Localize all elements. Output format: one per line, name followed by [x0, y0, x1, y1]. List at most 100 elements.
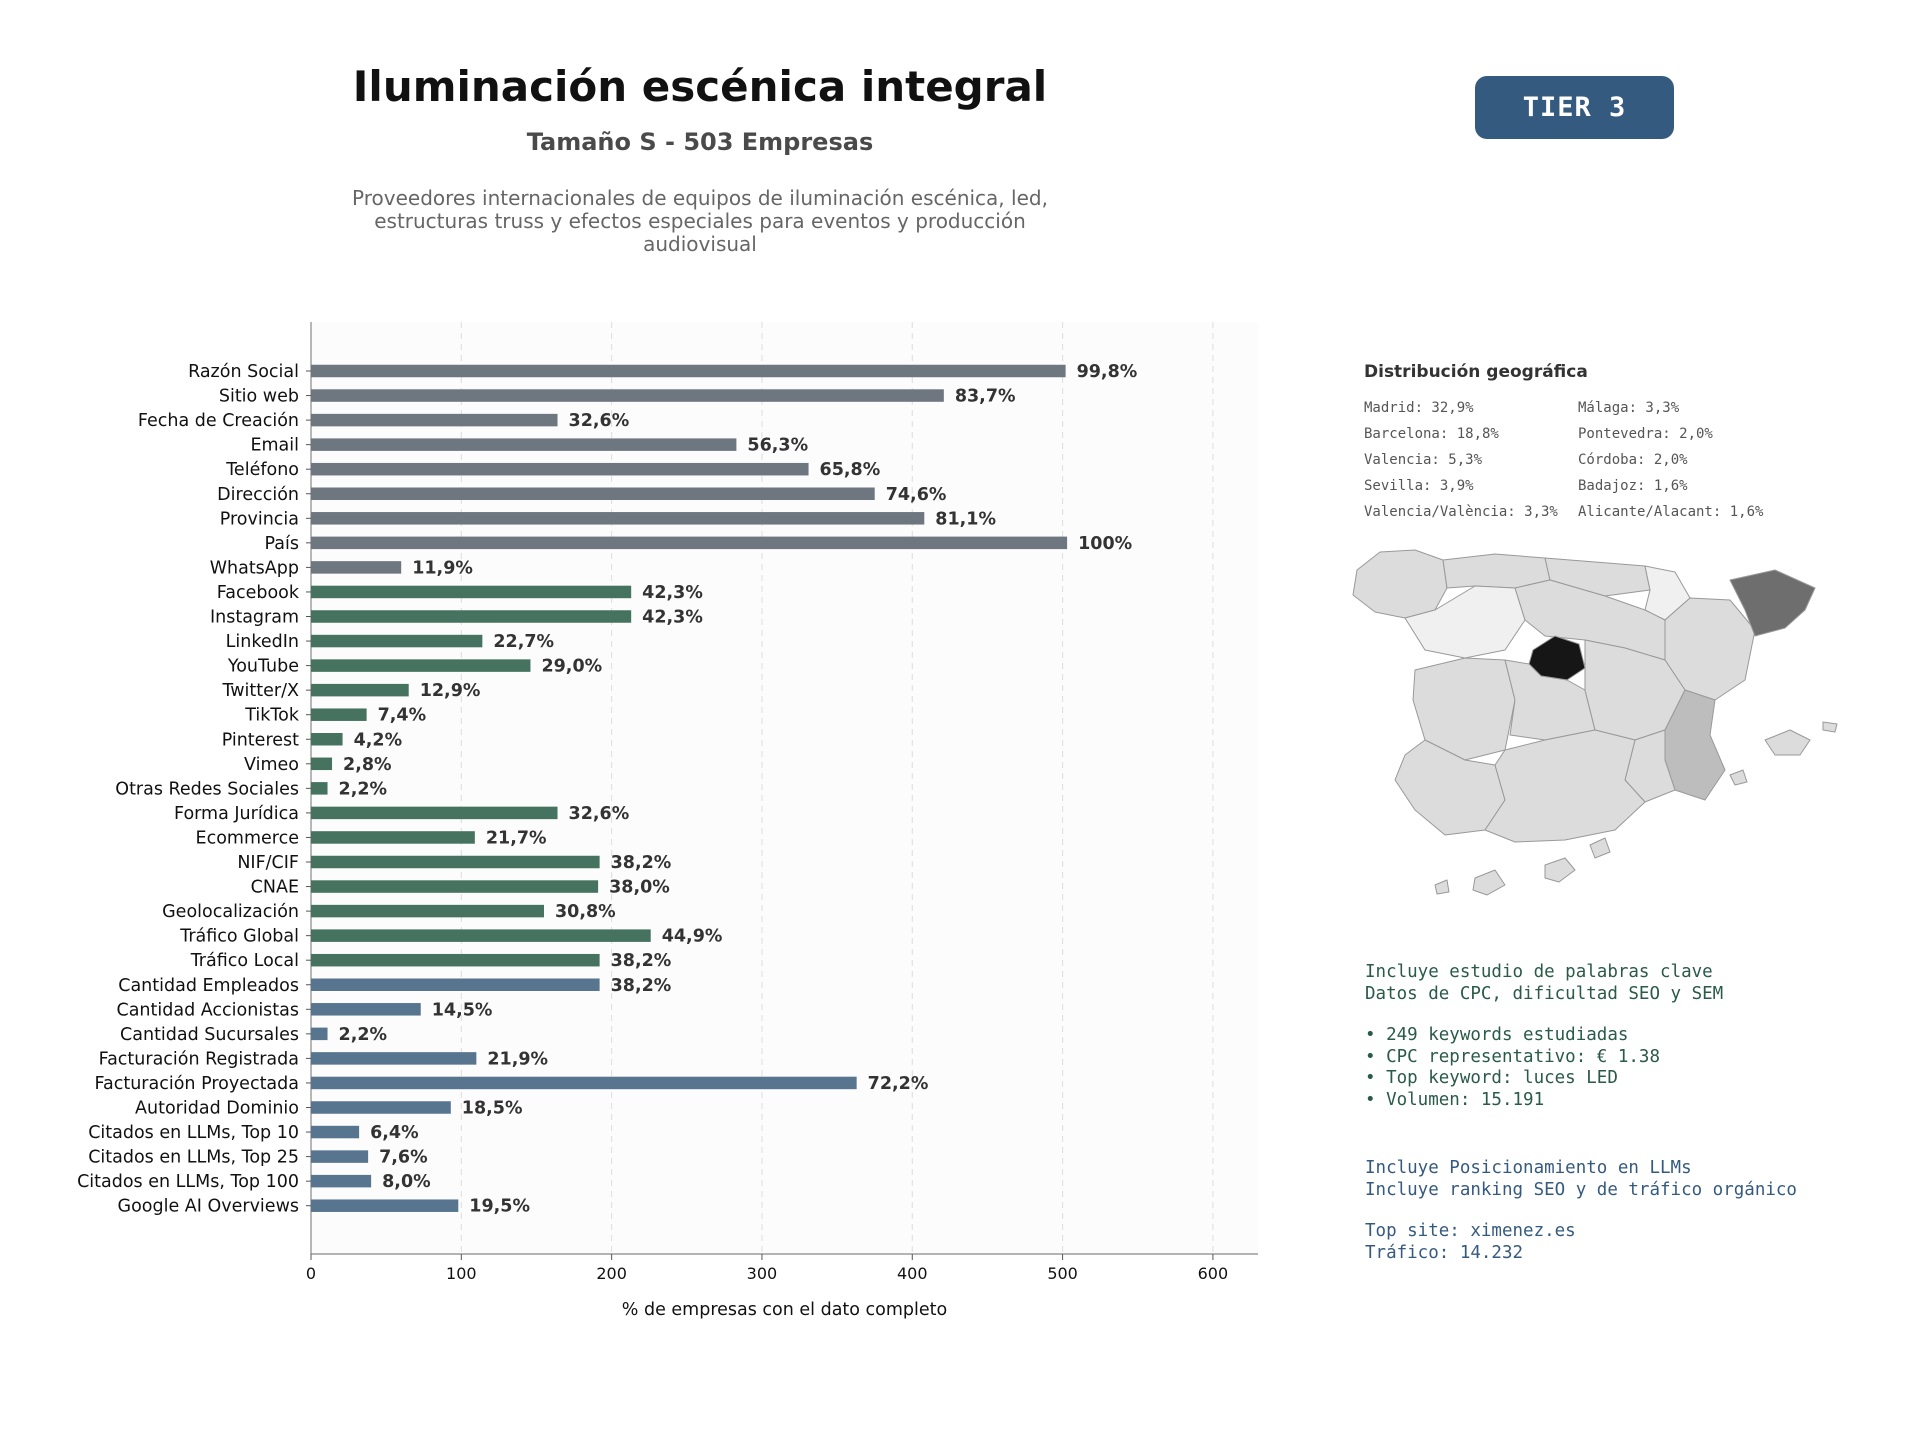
map-region-canarias-east: [1544, 857, 1576, 883]
data-label: 2,2%: [339, 779, 388, 799]
data-label: 32,6%: [569, 411, 630, 431]
map-region-asturias: [1442, 553, 1551, 589]
x-tick-label: 200: [596, 1264, 627, 1283]
data-label: 65,8%: [820, 460, 881, 480]
category-label: Google AI Overviews: [118, 1197, 299, 1217]
bar: [311, 413, 558, 427]
spain-choropleth-map: [1352, 549, 1838, 896]
bar: [311, 438, 737, 451]
map-region-catalonia: [1729, 569, 1816, 637]
data-label: 7,6%: [379, 1148, 428, 1168]
geo-item: Córdoba: 2,0%: [1578, 452, 1688, 468]
category-label: CNAE: [251, 878, 299, 898]
x-tick-label: 100: [446, 1264, 477, 1283]
top-site-traffic: Tráfico: 14.232: [1365, 1242, 1524, 1263]
geo-distribution-title: Distribución geográfica: [1364, 362, 1588, 382]
category-label: YouTube: [227, 657, 299, 677]
x-axis-label: % de empresas con el dato completo: [622, 1300, 947, 1320]
category-label: LinkedIn: [226, 632, 299, 652]
map-region-lanzarote: [1589, 837, 1611, 859]
geo-item: Alicante/Alacant: 1,6%: [1578, 504, 1764, 520]
map-region-canarias-center: [1472, 869, 1506, 896]
category-label: Provincia: [220, 509, 299, 529]
x-tick-label: 500: [1047, 1264, 1078, 1283]
data-label: 38,2%: [611, 976, 672, 996]
keywords-bullet: • Volumen: 15.191: [1365, 1089, 1545, 1110]
category-label: Ecommerce: [196, 828, 299, 848]
category-label: Facturación Registrada: [99, 1049, 299, 1069]
bar: [311, 634, 483, 648]
category-label: Facebook: [217, 583, 300, 603]
bar: [311, 487, 875, 500]
bar: [311, 929, 651, 942]
category-label: Vimeo: [244, 755, 299, 775]
bar: [311, 561, 402, 574]
data-label: 7,4%: [378, 706, 427, 726]
x-tick-label: 300: [747, 1264, 778, 1283]
map-region-galicia: [1352, 549, 1448, 619]
keywords-line: Incluye estudio de palabras clave: [1365, 962, 1713, 982]
data-label: 100%: [1078, 534, 1132, 554]
bar: [311, 953, 600, 967]
bar: [311, 904, 544, 918]
geo-item: Badajoz: 1,6%: [1578, 478, 1688, 494]
data-label: 6,4%: [370, 1123, 419, 1143]
data-label: 18,5%: [462, 1099, 523, 1119]
data-label: 4,2%: [354, 730, 403, 750]
category-label: Sitio web: [219, 387, 299, 407]
llm-line: Incluye ranking SEO y de tráfico orgánic…: [1365, 1179, 1797, 1200]
bar: [311, 1101, 451, 1114]
bar: [311, 855, 600, 869]
category-label: Cantidad Sucursales: [120, 1025, 299, 1045]
geo-item: Pontevedra: 2,0%: [1578, 426, 1713, 442]
category-label: Citados en LLMs, Top 10: [88, 1123, 299, 1143]
data-label: 74,6%: [886, 485, 947, 505]
data-label: 38,0%: [609, 878, 670, 898]
category-label: Twitter/X: [221, 681, 299, 701]
data-label: 30,8%: [555, 902, 616, 922]
bar: [311, 585, 632, 599]
geo-item: Sevilla: 3,9%: [1364, 478, 1474, 494]
bar: [311, 831, 475, 844]
category-label: Geolocalización: [162, 902, 299, 922]
bar: [311, 610, 632, 623]
geo-item: Valencia: 5,3%: [1364, 452, 1483, 468]
data-label: 42,3%: [642, 608, 703, 628]
category-label: NIF/CIF: [237, 853, 299, 873]
x-tick-label: 0: [306, 1264, 316, 1283]
bar: [311, 389, 944, 402]
bar: [311, 462, 809, 476]
category-label: Instagram: [210, 608, 299, 628]
keywords-bullet: • Top keyword: luces LED: [1365, 1068, 1618, 1088]
category-label: Forma Jurídica: [174, 804, 299, 824]
top-site: Top site: ximenez.es: [1365, 1221, 1576, 1241]
category-label: Autoridad Dominio: [135, 1099, 299, 1119]
data-label: 42,3%: [642, 583, 703, 603]
bar: [311, 1076, 857, 1090]
data-label: 56,3%: [747, 436, 808, 456]
bar: [311, 659, 531, 672]
category-label: Citados en LLMs, Top 100: [77, 1172, 299, 1192]
category-label: Otras Redes Sociales: [115, 779, 299, 799]
geo-item: Barcelona: 18,8%: [1364, 426, 1499, 442]
category-label: Cantidad Empleados: [118, 976, 299, 996]
tier-badge: TIER 3: [1475, 76, 1674, 139]
data-label: 2,2%: [339, 1025, 388, 1045]
bar: [311, 1003, 421, 1016]
map-region-mallorca: [1764, 729, 1811, 756]
bar: [311, 733, 343, 746]
data-label: 38,2%: [611, 951, 672, 971]
category-label: Teléfono: [225, 460, 299, 480]
bar: [311, 782, 328, 795]
data-label: 21,7%: [486, 828, 547, 848]
category-label: Dirección: [217, 485, 299, 505]
data-label: 19,5%: [469, 1197, 530, 1217]
data-label: 38,2%: [611, 853, 672, 873]
map-region-menorca: [1822, 721, 1838, 733]
bar: [311, 757, 333, 771]
map-region-canarias-west: [1434, 879, 1450, 895]
map-region-andalucia-east: [1484, 729, 1646, 843]
chart-description: Proveedores internacionales de equipos d…: [352, 186, 1048, 256]
data-label: 8,0%: [382, 1172, 431, 1192]
category-label: Facturación Proyectada: [95, 1074, 299, 1094]
